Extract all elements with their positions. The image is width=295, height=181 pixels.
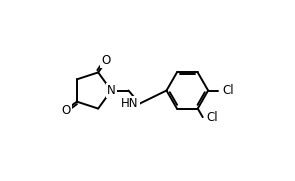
Text: O: O [101, 54, 111, 67]
Text: HN: HN [121, 97, 139, 110]
Text: Cl: Cl [222, 84, 234, 97]
Text: Cl: Cl [207, 111, 218, 124]
Text: O: O [62, 104, 71, 117]
Text: N: N [107, 84, 116, 97]
